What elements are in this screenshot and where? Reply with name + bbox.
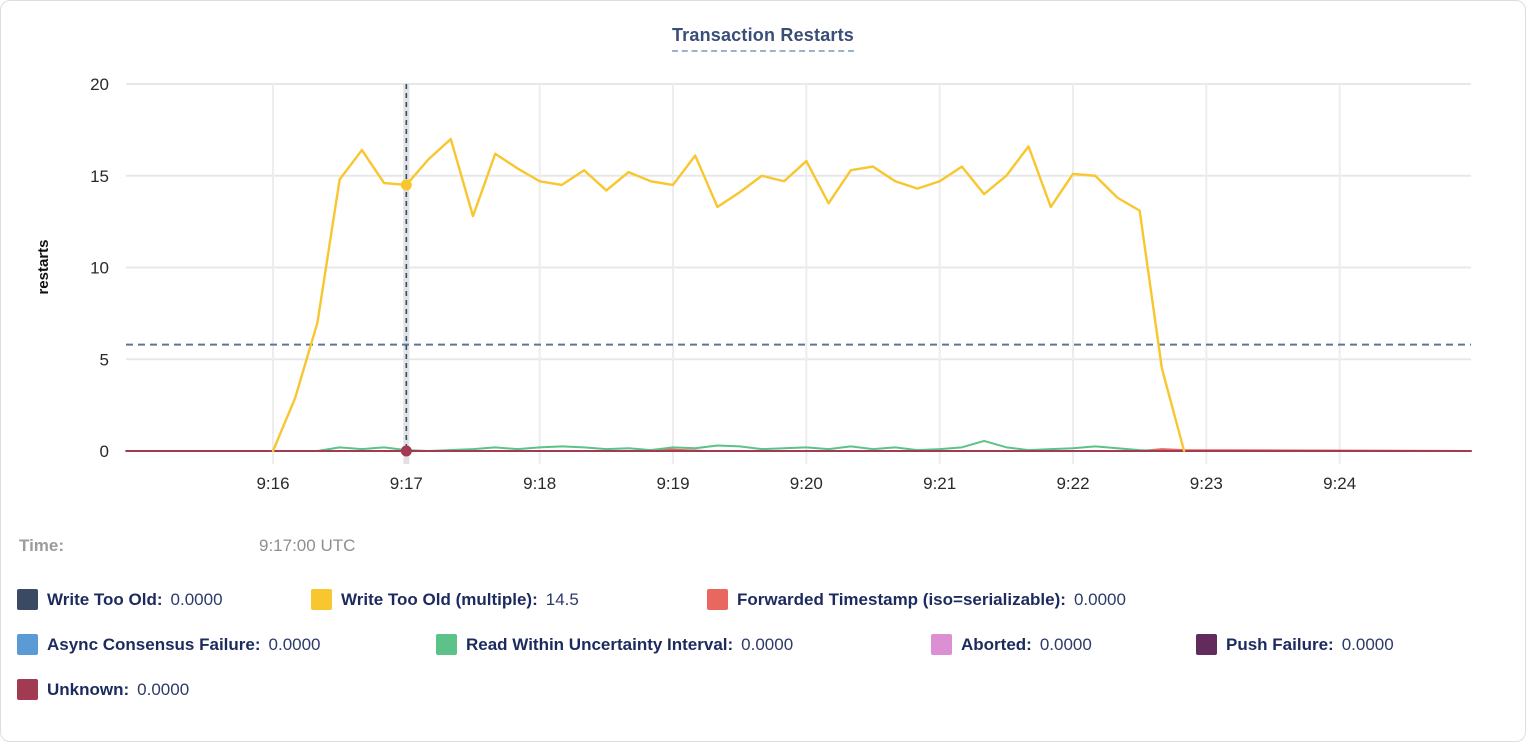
chart-title-row: Transaction Restarts xyxy=(1,25,1525,52)
hover-dot-write-too-old-multiple xyxy=(400,179,412,191)
y-axis-label: restarts xyxy=(35,239,52,294)
legend-item: Forwarded Timestamp (iso=serializable): 0… xyxy=(707,589,1126,610)
legend-value: 0.0000 xyxy=(1039,634,1092,654)
legend-row: Write Too Old: 0.0000 Write Too Old (multi… xyxy=(1,589,1525,634)
x-tick-label: 9:16 xyxy=(256,474,289,493)
legend-item: Write Too Old (multiple): 14.5 xyxy=(311,589,579,610)
series-line-write-too-old-multiple xyxy=(271,137,1186,453)
y-tick-label: 5 xyxy=(100,350,109,369)
legend-label: Forwarded Timestamp (iso=serializable): xyxy=(737,589,1066,609)
legend-swatch xyxy=(17,589,38,610)
legend-row: Unknown: 0.0000 xyxy=(1,679,1525,724)
legend-label: Write Too Old (multiple): xyxy=(341,589,538,609)
legend-value: 0.0000 xyxy=(1341,634,1394,654)
x-tick-label: 9:22 xyxy=(1056,474,1089,493)
legend-label: Aborted: xyxy=(961,634,1032,654)
legend-value: 0.0000 xyxy=(268,634,321,654)
x-tick-label: 9:24 xyxy=(1323,474,1356,493)
x-tick-label: 9:17 xyxy=(390,474,423,493)
y-tick-label: 10 xyxy=(90,259,109,278)
legend-swatch xyxy=(1196,634,1217,655)
legend-swatch xyxy=(311,589,332,610)
x-tick-label: 9:21 xyxy=(923,474,956,493)
legend-row: Async Consensus Failure: 0.0000 Read Withi… xyxy=(1,634,1525,679)
y-grid: 0 5 10 15 20 xyxy=(90,75,1471,461)
transaction-restarts-chart[interactable]: 0 5 10 15 20 9:16 9:17 9:18 9:19 9:20 9:21 9:22 9:23… xyxy=(1,1,1526,521)
legend-item: Aborted: 0.0000 xyxy=(931,634,1092,655)
legend-label: Push Failure: xyxy=(1226,634,1334,654)
x-tick-label: 9:18 xyxy=(523,474,556,493)
legend-swatch xyxy=(17,634,38,655)
x-tick-label: 9:20 xyxy=(790,474,823,493)
legend-item: Unknown: 0.0000 xyxy=(17,679,189,700)
legend-value: 14.5 xyxy=(545,589,579,609)
legend-item: Read Within Uncertainty Interval: 0.0000 xyxy=(436,634,793,655)
legend-swatch xyxy=(436,634,457,655)
legend-item: Write Too Old: 0.0000 xyxy=(17,589,223,610)
hover-time-label: Time: xyxy=(19,536,65,555)
hover-time-value: 9:17:00 UTC xyxy=(259,536,356,555)
y-tick-label: 0 xyxy=(100,442,109,461)
x-tick-label: 9:19 xyxy=(656,474,689,493)
y-tick-label: 20 xyxy=(90,75,109,94)
legend-item: Push Failure: 0.0000 xyxy=(1196,634,1394,655)
legend-label: Async Consensus Failure: xyxy=(47,634,261,654)
chart-legend: Write Too Old: 0.0000 Write Too Old (multi… xyxy=(1,589,1525,724)
legend-item: Async Consensus Failure: 0.0000 xyxy=(17,634,321,655)
legend-swatch xyxy=(931,634,952,655)
legend-swatch xyxy=(17,679,38,700)
series-line-read-within-uncertainty-interval xyxy=(316,439,1163,452)
chart-title[interactable]: Transaction Restarts xyxy=(671,25,855,52)
legend-value: 0.0000 xyxy=(1073,589,1126,609)
legend-label: Write Too Old: xyxy=(47,589,163,609)
legend-value: 0.0000 xyxy=(170,589,223,609)
legend-swatch xyxy=(707,589,728,610)
legend-label: Read Within Uncertainty Interval: xyxy=(466,634,734,654)
x-grid: 9:16 9:17 9:18 9:19 9:20 9:21 9:22 9:23 9:24 xyxy=(256,84,1356,493)
hover-dot-unknown xyxy=(400,445,412,457)
y-tick-label: 15 xyxy=(90,167,109,186)
legend-value: 0.0000 xyxy=(137,679,190,699)
x-tick-label: 9:23 xyxy=(1190,474,1223,493)
legend-value: 0.0000 xyxy=(741,634,794,654)
legend-label: Unknown: xyxy=(47,679,130,699)
